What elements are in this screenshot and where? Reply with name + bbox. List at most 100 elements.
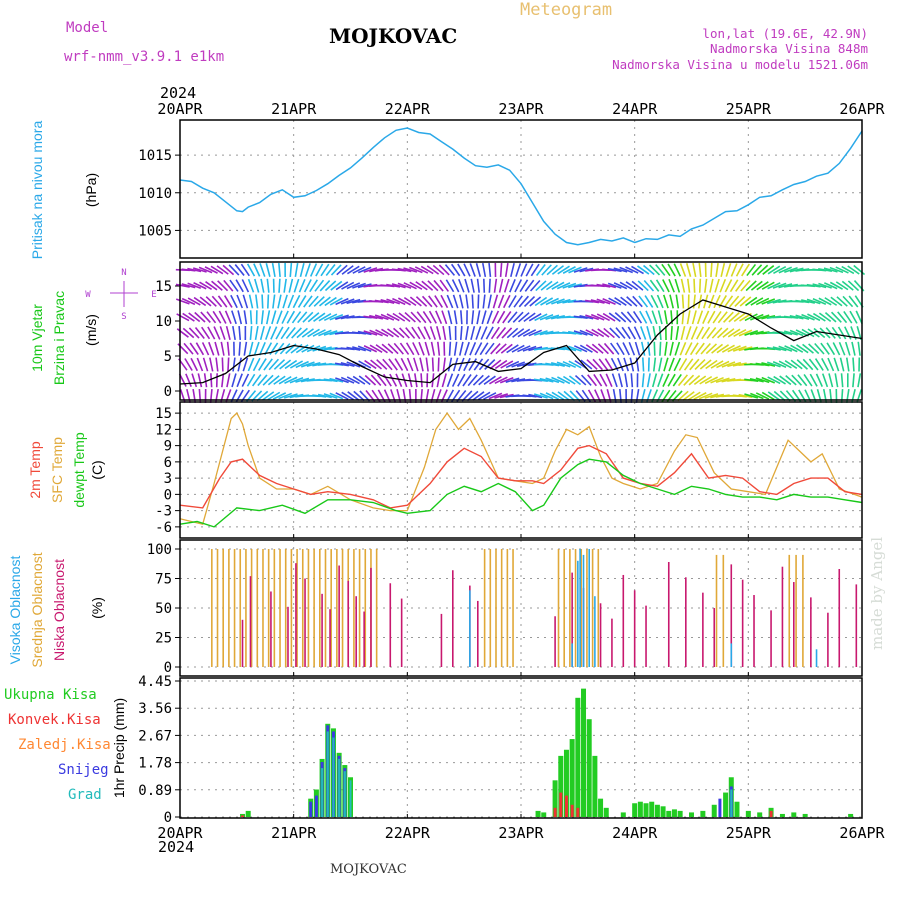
wind-barb <box>460 310 463 325</box>
wind-barb <box>469 341 477 356</box>
wind-barb <box>209 357 214 372</box>
wind-barb <box>475 263 482 277</box>
y-tick-label-precip: 2.67 <box>138 728 172 744</box>
wind-barb <box>716 344 730 354</box>
wind-barb <box>206 311 217 324</box>
wind-barb <box>669 294 674 309</box>
wind-barb <box>530 263 540 277</box>
y-tick-label-precip: 3.56 <box>138 701 172 717</box>
wind-barb <box>755 314 770 321</box>
wind-barb <box>849 310 858 324</box>
y-tick-label-precip: 0 <box>164 810 172 826</box>
wind-barb <box>662 373 670 387</box>
y-tick-label-pressure: 1010 <box>138 186 172 202</box>
wind-barb <box>556 282 571 290</box>
wind-barb <box>716 360 730 369</box>
y-tick-label-clouds: 75 <box>155 572 172 588</box>
wind-barb <box>271 262 276 278</box>
wind-barb <box>282 294 288 309</box>
wind-barb <box>837 311 848 324</box>
wind-barb <box>464 278 470 293</box>
wind-barb <box>815 373 823 387</box>
wind-barb <box>495 343 507 355</box>
wind-barb <box>767 282 781 290</box>
wind-barb <box>693 375 707 386</box>
precip-total-bar <box>654 804 660 817</box>
wind-barb <box>493 278 498 293</box>
precip-total-bar <box>757 812 763 817</box>
wind-barb <box>545 377 560 384</box>
wind-barb <box>496 310 506 324</box>
wind-barb <box>357 345 372 352</box>
wind-barb <box>468 358 478 371</box>
precip-total-bar <box>700 810 706 817</box>
wind-barb <box>335 377 349 384</box>
wind-barb <box>655 279 665 293</box>
coordinates: lon,lat (19.6E, 42.9N) <box>702 26 868 41</box>
wind-barb <box>266 278 270 293</box>
wind-barb <box>617 357 624 372</box>
precip-convective-bar <box>570 804 574 817</box>
wind-barb <box>287 294 295 309</box>
wind-barb <box>319 280 331 292</box>
wind-barb <box>767 361 781 368</box>
wind-barb <box>364 374 377 386</box>
wind-barb <box>619 281 633 290</box>
wind-barb <box>507 311 518 324</box>
wind-barb <box>545 392 559 400</box>
wind-barb <box>459 325 463 341</box>
wind-barb <box>649 279 660 292</box>
wind-barb <box>293 278 300 293</box>
wind-barb <box>221 373 225 388</box>
precip-graupel-bar <box>332 737 335 817</box>
wind-barb <box>845 357 850 372</box>
wind-barb <box>409 281 423 290</box>
wind-barb <box>528 393 543 399</box>
wind-barb <box>341 265 354 275</box>
wind-barb <box>340 361 355 368</box>
precip-snow-bar <box>309 801 313 817</box>
wind-barb <box>261 391 275 401</box>
wind-barb <box>623 357 630 372</box>
wind-barb <box>762 265 775 275</box>
wind-barb <box>472 391 485 401</box>
wind-barb <box>567 330 583 336</box>
precip-total-bar <box>711 804 717 817</box>
precip-graupel-bar <box>730 789 733 817</box>
y-tick-label-clouds: 25 <box>155 631 172 647</box>
wind-barb <box>590 299 605 304</box>
wind-barb <box>857 373 862 388</box>
compass-west: W <box>85 290 91 300</box>
wind-barb <box>727 328 741 338</box>
wind-barb <box>692 262 697 278</box>
wind-barb <box>369 344 383 353</box>
wind-barb <box>182 312 195 322</box>
wind-barb <box>545 362 560 367</box>
wind-barb <box>406 357 414 372</box>
wind-barb <box>386 283 401 288</box>
wind-barb <box>471 294 474 309</box>
wind-barb <box>502 294 511 309</box>
wind-barb <box>673 263 682 277</box>
wind-barb <box>273 375 286 385</box>
wind-barb <box>318 296 331 307</box>
wind-barb <box>490 326 500 340</box>
y-tick-label-temperature: -3 <box>155 504 172 520</box>
wind-barb <box>436 326 442 340</box>
wind-barb <box>192 267 207 273</box>
wind-barb <box>696 310 704 325</box>
wind-barb <box>838 341 846 356</box>
wind-barb <box>814 358 824 371</box>
wind-barb <box>248 294 254 309</box>
wind-barb <box>700 342 711 355</box>
wind-barb <box>312 329 326 337</box>
wind-barb <box>746 263 757 277</box>
wind-barb <box>410 311 422 323</box>
wind-barb <box>452 294 459 309</box>
wind-barb <box>414 373 418 388</box>
wind-barb <box>620 296 633 307</box>
wind-barb <box>525 263 534 277</box>
wind-barb <box>603 342 615 355</box>
wind-barb <box>596 298 611 305</box>
wind-barb <box>678 358 688 371</box>
